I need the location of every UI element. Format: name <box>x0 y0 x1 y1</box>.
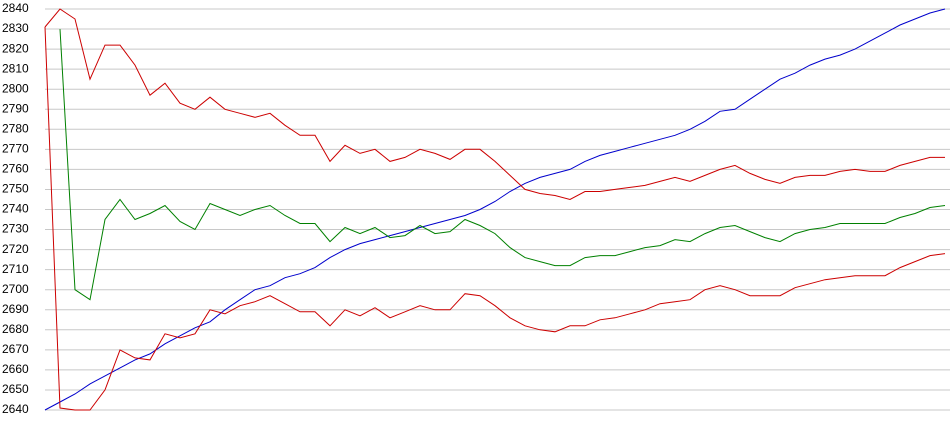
y-tick-label: 2730 <box>2 222 29 236</box>
y-tick-label: 2820 <box>2 41 29 55</box>
y-tick-label: 2780 <box>2 121 29 135</box>
y-tick-label: 2650 <box>2 382 29 396</box>
y-tick-label: 2790 <box>2 101 29 115</box>
y-tick-label: 2810 <box>2 61 29 75</box>
y-tick-label: 2830 <box>2 21 29 35</box>
y-tick-label: 2760 <box>2 162 29 176</box>
y-tick-label: 2770 <box>2 142 29 156</box>
y-tick-label: 2670 <box>2 342 29 356</box>
y-tick-label: 2710 <box>2 262 29 276</box>
y-tick-label: 2680 <box>2 322 29 336</box>
y-tick-label: 2690 <box>2 302 29 316</box>
y-tick-label: 2700 <box>2 282 29 296</box>
y-tick-label: 2720 <box>2 242 29 256</box>
series-line <box>59 29 946 301</box>
y-tick-label: 2640 <box>2 402 29 416</box>
y-tick-label: 2840 <box>2 1 29 15</box>
y-tick-label: 2740 <box>2 202 29 216</box>
series-line <box>44 8 946 411</box>
series-line <box>44 26 946 411</box>
y-tick-label: 2800 <box>2 81 29 95</box>
series-line <box>44 8 945 201</box>
y-tick-label: 2660 <box>2 362 29 376</box>
y-tick-label: 2750 <box>2 182 29 196</box>
